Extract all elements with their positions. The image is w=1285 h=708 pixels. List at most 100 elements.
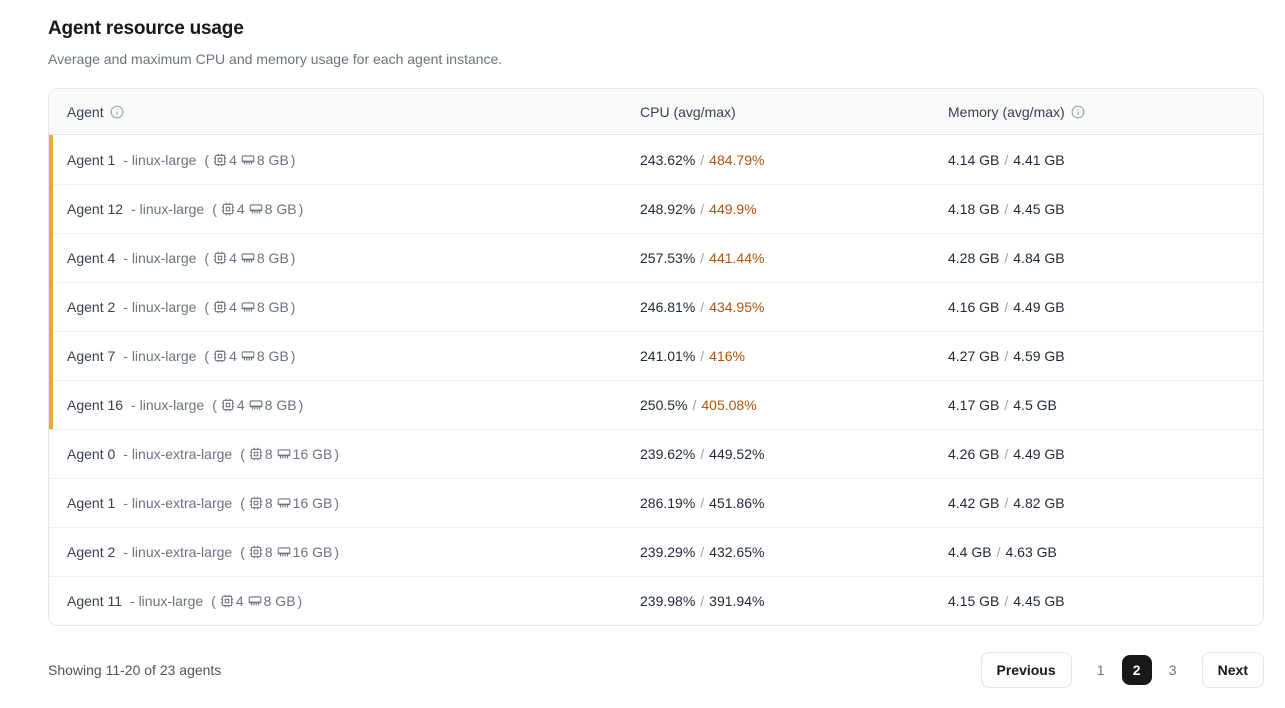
agent-cores: 4 [229, 250, 237, 266]
agent-cell: Agent 2 - linux-large ( 4 8 GB ) [49, 299, 640, 315]
cpu-chip-icon [213, 349, 227, 363]
page-title: Agent resource usage [48, 18, 244, 39]
cpu-max-value: 391.94% [709, 593, 765, 609]
paren-open: ( [204, 348, 210, 364]
agent-size: - linux-extra-large [123, 544, 233, 560]
agent-cell: Agent 2 - linux-extra-large ( 8 16 GB ) [49, 544, 640, 560]
cpu-cell: 250.5% / 405.08% [640, 397, 948, 413]
paren-close: ) [298, 397, 304, 413]
memory-separator: / [996, 544, 1001, 560]
cpu-cell: 257.53% / 441.44% [640, 250, 948, 266]
cpu-cell: 286.19% / 451.86% [640, 495, 948, 511]
previous-page-button[interactable]: Previous [980, 652, 1072, 688]
agent-resource-usage-section: Agent resource usage Average and maximum… [48, 18, 1264, 688]
cpu-separator: / [700, 446, 705, 462]
cpu-cell: 239.29% / 432.65% [640, 544, 948, 560]
memory-max-value: 4.59 GB [1013, 348, 1065, 364]
agent-cell: Agent 1 - linux-large ( 4 8 GB ) [49, 152, 640, 168]
agent-cores: 4 [229, 348, 237, 364]
cpu-chip-icon [249, 447, 263, 461]
paren-close: ) [290, 151, 296, 168]
info-icon[interactable] [110, 105, 124, 119]
info-icon[interactable] [1071, 105, 1085, 119]
ram-icon [249, 202, 263, 216]
table-row: Agent 2 - linux-large ( 4 8 GB ) 246.81%… [49, 282, 1263, 331]
column-header-memory: Memory (avg/max) [948, 104, 1263, 120]
memory-avg-value: 4.28 GB [948, 250, 1000, 266]
agent-ram: 16 GB [292, 446, 333, 462]
cpu-avg-value: 239.98% [640, 593, 696, 609]
agent-cell: Agent 0 - linux-extra-large ( 8 16 GB ) [49, 446, 640, 462]
agent-cores: 4 [229, 299, 237, 315]
agent-cores: 8 [264, 544, 273, 560]
cpu-chip-icon [213, 300, 227, 314]
table-row: Agent 16 - linux-large ( 4 8 GB ) 250.5%… [49, 380, 1263, 429]
memory-max-value: 4.49 GB [1013, 446, 1065, 462]
ram-icon [277, 545, 291, 559]
memory-max-value: 4.84 GB [1013, 250, 1065, 266]
memory-avg-value: 4.27 GB [948, 348, 1000, 364]
table-row: Agent 1 - linux-large ( 4 8 GB ) 243.62%… [49, 135, 1263, 184]
paren-close: ) [290, 299, 296, 315]
cpu-chip-icon [221, 202, 235, 216]
cpu-separator: / [700, 201, 705, 217]
cpu-chip-icon [220, 594, 234, 608]
agent-cell: Agent 12 - linux-large ( 4 8 GB ) [49, 201, 640, 217]
memory-avg-value: 4.42 GB [948, 495, 1000, 511]
memory-avg-value: 4.16 GB [948, 299, 1000, 315]
table-row: Agent 4 - linux-large ( 4 8 GB ) 257.53%… [49, 233, 1263, 282]
paren-close: ) [297, 593, 303, 609]
agent-name: Agent 2 [67, 544, 116, 560]
memory-avg-value: 4.18 GB [948, 201, 1000, 217]
agent-spec: ( 8 16 GB ) [240, 495, 339, 511]
agent-spec: ( 4 8 GB ) [204, 250, 295, 266]
agent-usage-table: Agent CPU (avg/max) Memory (avg/max) Age… [48, 88, 1264, 626]
paren-open: ( [240, 544, 245, 560]
memory-cell: 4.27 GB / 4.59 GB [948, 348, 1263, 364]
paren-close: ) [334, 446, 340, 462]
agent-name: Agent 0 [67, 446, 116, 462]
ram-icon [241, 300, 255, 314]
memory-cell: 4.18 GB / 4.45 GB [948, 201, 1263, 217]
table-row: Agent 11 - linux-large ( 4 8 GB ) 239.98… [49, 576, 1263, 625]
cpu-avg-value: 250.5% [640, 397, 688, 413]
agent-spec: ( 8 16 GB ) [240, 544, 339, 560]
memory-separator: / [1004, 348, 1009, 364]
cpu-avg-value: 241.01% [640, 348, 696, 364]
memory-cell: 4.4 GB / 4.63 GB [948, 544, 1263, 560]
memory-cell: 4.16 GB / 4.49 GB [948, 299, 1263, 315]
agent-ram: 8 GB [263, 593, 296, 609]
next-page-button[interactable]: Next [1201, 652, 1264, 688]
agent-size: - linux-large [123, 299, 197, 315]
memory-cell: 4.15 GB / 4.45 GB [948, 593, 1263, 609]
agent-spec: ( 4 8 GB ) [204, 299, 295, 315]
cpu-chip-icon [221, 398, 235, 412]
high-cpu-indicator-bar [49, 135, 53, 429]
paren-open: ( [240, 446, 245, 462]
cpu-max-value: 451.86% [709, 495, 765, 511]
column-header-agent: Agent [49, 104, 640, 120]
page-number-3[interactable]: 3 [1168, 662, 1177, 678]
ram-icon [241, 349, 255, 363]
paren-close: ) [298, 201, 304, 217]
memory-cell: 4.14 GB / 4.41 GB [948, 152, 1263, 168]
cpu-chip-icon [213, 153, 227, 167]
cpu-chip-icon [249, 496, 263, 510]
paren-close: ) [334, 544, 340, 560]
page-number-1[interactable]: 1 [1096, 662, 1105, 678]
memory-max-value: 4.41 GB [1013, 151, 1065, 168]
memory-separator: / [1004, 593, 1009, 609]
cpu-separator: / [700, 495, 705, 511]
page-number-2[interactable]: 2 [1121, 655, 1152, 685]
agent-cell: Agent 16 - linux-large ( 4 8 GB ) [49, 397, 640, 413]
agent-cores: 4 [236, 201, 245, 217]
agent-cores: 4 [229, 151, 237, 168]
cpu-chip-icon [249, 545, 263, 559]
memory-separator: / [1004, 201, 1009, 217]
cpu-separator: / [700, 544, 705, 560]
memory-cell: 4.17 GB / 4.5 GB [948, 397, 1263, 413]
cpu-separator: / [700, 593, 705, 609]
page-subtitle: Average and maximum CPU and memory usage… [48, 51, 503, 67]
